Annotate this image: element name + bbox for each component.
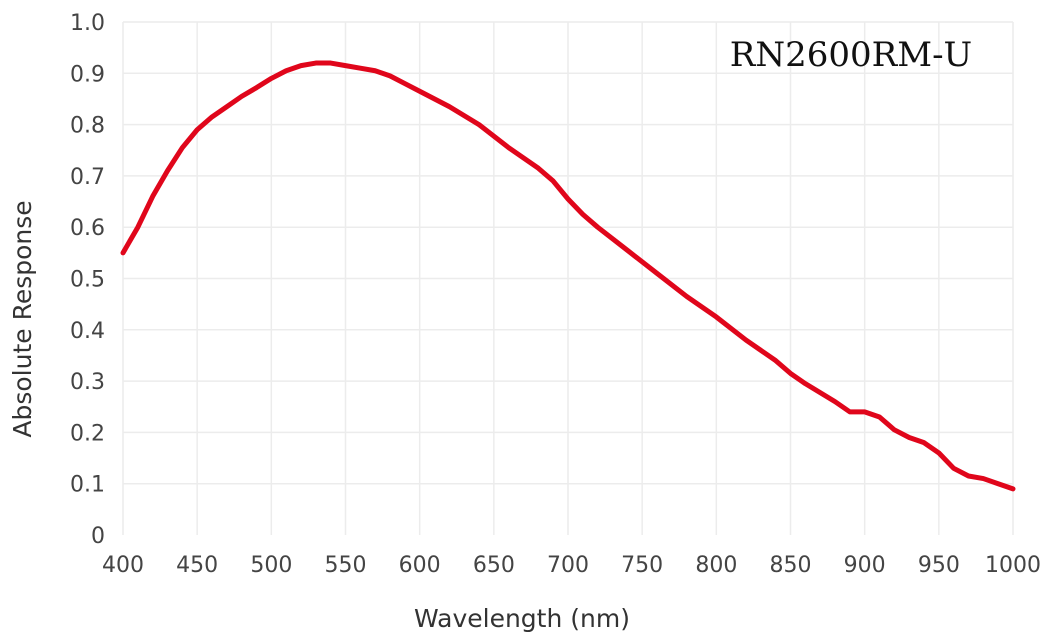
- y-tick-label: 0.2: [70, 421, 105, 446]
- x-tick-label: 450: [176, 553, 218, 578]
- x-tick-label: 500: [250, 553, 292, 578]
- y-tick-labels: 0 0.1 0.2 0.3 0.4 0.5 0.6 0.7 0.8 0.9 1.0: [70, 11, 105, 549]
- y-tick-label: 0.8: [70, 114, 105, 139]
- grid-lines: [122, 21, 1014, 535]
- x-tick-label: 600: [399, 553, 441, 578]
- y-tick-label: 0.1: [70, 473, 105, 498]
- response-curve: [120, 60, 1016, 492]
- y-tick-label: 0.4: [70, 319, 105, 344]
- x-tick-label: 1000: [985, 553, 1041, 578]
- camera-model-label: RN2600RM-U: [730, 35, 972, 75]
- x-tick-label: 900: [844, 553, 886, 578]
- y-tick-label: 0: [91, 524, 105, 549]
- x-tick-label: 700: [547, 553, 589, 578]
- x-tick-label: 850: [770, 553, 812, 578]
- x-tick-label: 750: [621, 553, 663, 578]
- y-tick-label: 0.6: [70, 216, 105, 241]
- x-tick-label: 400: [102, 553, 144, 578]
- y-tick-label: 1.0: [70, 11, 105, 36]
- x-tick-label: 550: [325, 553, 367, 578]
- y-tick-label: 0.5: [70, 268, 105, 293]
- x-tick-labels: 400 450 500 550 600 650 700 750 800 850 900 950 1000: [102, 553, 1041, 578]
- y-tick-label: 0.9: [70, 62, 105, 87]
- y-tick-label: 0.7: [70, 165, 105, 190]
- x-axis-title: Wavelength (nm): [414, 604, 630, 633]
- y-tick-label: 0.3: [70, 370, 105, 395]
- y-axis-title: Absolute Response: [8, 200, 37, 437]
- x-tick-label: 650: [473, 553, 515, 578]
- x-tick-label: 950: [918, 553, 960, 578]
- series-layer: [120, 60, 1016, 492]
- x-tick-label: 800: [695, 553, 737, 578]
